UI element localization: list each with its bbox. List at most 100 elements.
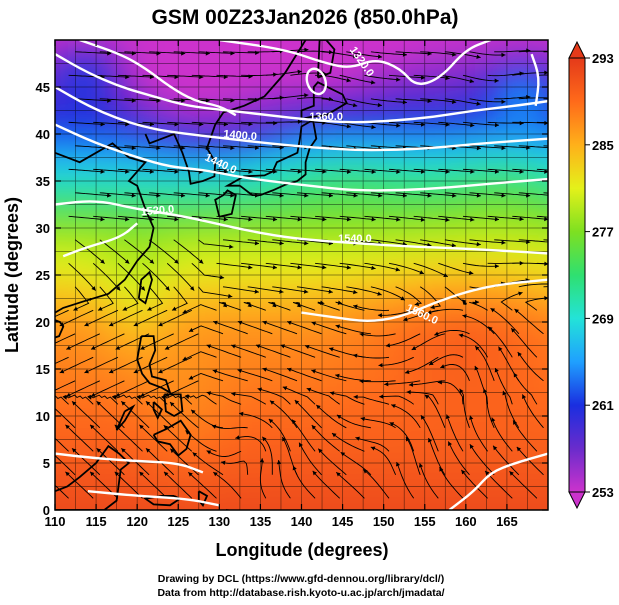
temperature-cell [548,205,569,229]
temperature-cell [35,534,56,558]
streamline-arrow [420,169,426,174]
streamline-arrow [459,388,464,394]
streamline [117,215,154,221]
streamline [459,388,470,428]
streamline [55,356,69,365]
streamline-arrow [38,395,42,399]
streamline [536,74,548,76]
streamline-arrow [297,169,302,174]
y-tick-label: 10 [36,409,50,424]
streamline [462,121,500,126]
streamline [315,215,352,221]
streamline [75,51,112,55]
streamline-arrow [476,101,481,106]
streamline [536,215,548,218]
streamline [93,215,130,221]
streamline-arrow [458,333,464,338]
streamline [512,215,548,220]
streamline [306,387,340,405]
streamline [173,192,210,197]
temperature-cell [178,439,200,464]
streamline [148,239,179,264]
coastline [224,118,318,196]
temperature-cell [527,439,548,464]
temperature-cell [548,181,569,205]
streamline-arrow [336,414,342,419]
streamline-arrow [297,265,302,270]
streamline [139,424,168,452]
streamline [55,484,69,499]
temperature-cell [342,157,364,182]
streamline [315,168,352,173]
streamline [315,74,351,82]
streamline-arrow [427,193,432,198]
streamline [272,94,309,100]
temperature-cell [96,463,118,488]
streamline-arrow [223,169,228,174]
streamline [173,239,204,264]
streamline [346,286,382,296]
streamline-arrow [476,193,481,198]
streamline [304,345,340,358]
streamline-arrow [205,193,210,198]
streamline-arrow [551,193,555,197]
streamline [494,239,531,243]
temperature-cell [260,298,282,323]
temperature-cell [424,134,446,159]
streamline [188,325,224,335]
temperature-cell [14,510,35,534]
footer-source: Data from http://database.rish.kyoto-u.a… [157,587,444,599]
streamline-arrow [469,78,474,84]
temperature-cell [96,40,118,41]
streamline [99,239,130,264]
streamline [190,409,224,429]
temperature-cell [75,251,97,276]
temperature-cell [445,40,467,65]
streamline [145,400,175,429]
streamline [290,215,327,221]
temperature-cell [445,345,467,370]
streamline-arrow [414,301,420,307]
y-tick-label: 30 [36,221,50,236]
streamline-arrow [451,243,456,248]
streamline [469,192,506,197]
temperature-cell [239,369,261,394]
temperature-cell [322,322,344,347]
streamline [74,239,105,264]
streamline-arrow [522,394,527,399]
streamline-arrow [502,390,507,396]
streamline [469,145,506,149]
streamline-arrow [427,310,432,315]
y-tick-label: 25 [36,268,50,283]
temperature-cell [96,534,117,558]
temperature-cell [445,110,467,135]
temperature-cell [465,322,487,347]
temperature-cell [260,275,282,300]
streamline-arrow [419,270,424,275]
streamline [384,380,421,385]
temperature-cell [75,181,97,206]
streamline [437,381,464,405]
streamline [518,239,548,243]
x-tick-label: 155 [414,514,436,529]
streamline-arrow [337,300,343,305]
streamline-arrow [84,369,89,374]
contour-line [301,278,548,322]
temperature-cell [527,416,548,441]
streamline-arrow [322,169,327,174]
colorbar-tick-label: 285 [592,138,614,153]
temperature-cell [486,0,507,17]
streamline-arrow [335,324,341,329]
temperature-cell [322,392,344,417]
temperature-cell [117,534,138,558]
streamline [192,452,224,476]
streamline [298,442,322,476]
streamline-arrow [170,402,175,407]
temperature-cell [198,369,220,394]
y-axis-ticks: 0 5 10 15 20 25 30 35 40 45 [36,80,548,518]
streamline [259,458,267,499]
streamline [55,333,76,344]
streamline [96,447,125,476]
streamline [335,301,365,311]
temperature-cell [322,463,344,488]
